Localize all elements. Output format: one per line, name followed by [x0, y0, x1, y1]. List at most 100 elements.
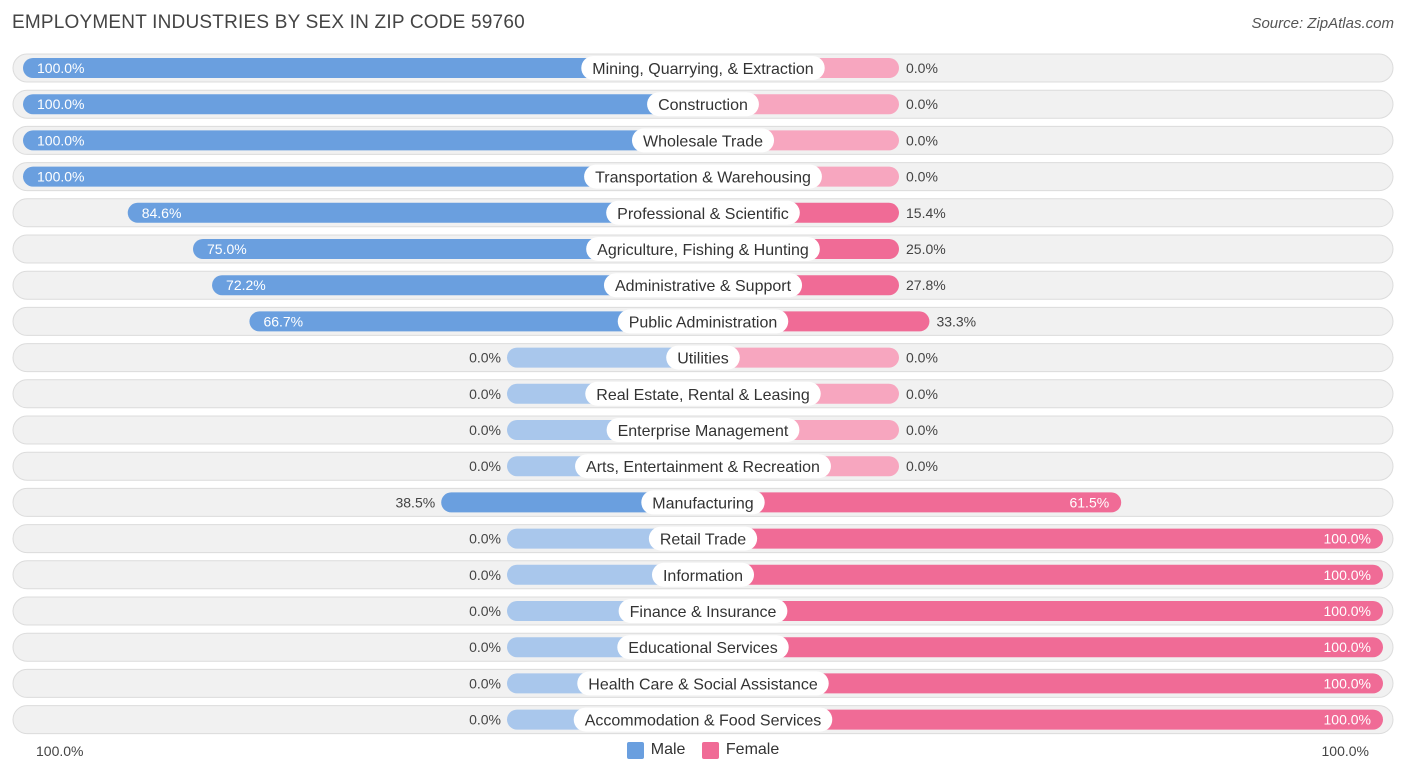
value-label-male: 0.0%: [469, 422, 501, 438]
category-pill: [575, 454, 831, 479]
legend-item-female[interactable]: Female: [701, 741, 779, 759]
axis-right-label: 100.0%: [1321, 743, 1369, 759]
value-label-male: 0.0%: [469, 567, 501, 583]
bar-male[interactable]: [127, 202, 704, 223]
category-pill: [603, 273, 803, 298]
chart-row[interactable]: 0.0% 100.0% Information: [12, 560, 1394, 590]
category-pill: [606, 418, 800, 442]
value-label-male: 72.2%: [226, 277, 266, 293]
bar-female[interactable]: [703, 347, 899, 368]
bar-female[interactable]: [703, 528, 1383, 549]
chart-row[interactable]: 84.6% 15.4% Professional & Scientific: [12, 198, 1394, 228]
value-label-male: 100.0%: [37, 96, 84, 112]
category-pill: [618, 599, 788, 623]
value-label-male: 0.0%: [469, 603, 501, 619]
bar-male[interactable]: [212, 275, 704, 296]
bar-female[interactable]: [703, 673, 1383, 694]
chart-row[interactable]: 100.0% 0.0% Transportation & Warehousing: [12, 162, 1394, 192]
category-pill: [573, 707, 833, 732]
chart-row[interactable]: 0.0% 100.0% Accommodation & Food Services: [12, 705, 1394, 735]
legend-swatch-male: [626, 741, 644, 759]
bar-male[interactable]: [23, 166, 703, 187]
category-label: Public Administration: [629, 314, 778, 331]
legend-item-male[interactable]: Male: [626, 741, 686, 759]
category-label: Enterprise Management: [618, 423, 789, 440]
chart-row[interactable]: 0.0% 0.0% Enterprise Management: [12, 415, 1394, 445]
bar-female[interactable]: [703, 709, 1383, 730]
chart-row[interactable]: 75.0% 25.0% Agriculture, Fishing & Hunting: [12, 234, 1394, 264]
chart-row[interactable]: 0.0% 0.0% Real Estate, Rental & Leasing: [12, 379, 1394, 409]
chart-title: EMPLOYMENT INDUSTRIES BY SEX IN ZIP CODE…: [12, 12, 525, 33]
value-label-female: 33.3%: [936, 313, 976, 329]
category-pill: [648, 526, 758, 551]
category-label: Agriculture, Fishing & Hunting: [597, 242, 809, 259]
value-label-male: 0.0%: [469, 531, 501, 547]
bar-female[interactable]: [703, 637, 1383, 658]
value-label-female: 0.0%: [906, 132, 938, 148]
bar-male[interactable]: [23, 130, 703, 151]
value-label-female: 0.0%: [906, 60, 938, 76]
category-label: Professional & Scientific: [617, 206, 789, 223]
category-label: Construction: [658, 97, 748, 114]
chart-row[interactable]: 0.0% 0.0% Arts, Entertainment & Recreation: [12, 451, 1394, 481]
bar-male[interactable]: [249, 311, 703, 332]
value-label-male: 100.0%: [37, 60, 84, 76]
category-pill: [586, 237, 820, 261]
bar-female[interactable]: [703, 564, 1383, 585]
category-label: Wholesale Trade: [643, 133, 763, 150]
value-label-male: 0.0%: [469, 639, 501, 655]
value-label-male: 0.0%: [469, 675, 501, 691]
category-label: Mining, Quarrying, & Extraction: [592, 61, 813, 78]
value-label-female: 0.0%: [906, 169, 938, 185]
chart-row[interactable]: 66.7% 33.3% Public Administration: [12, 306, 1394, 336]
value-label-female: 61.5%: [1069, 494, 1109, 510]
category-label: Manufacturing: [652, 495, 753, 512]
bar-male[interactable]: [193, 239, 703, 259]
category-pill: [641, 490, 765, 515]
category-pill: [631, 128, 775, 153]
bar-male[interactable]: [23, 94, 703, 115]
category-label: Health Care & Social Assistance: [588, 676, 818, 693]
chart-row[interactable]: 100.0% 0.0% Mining, Quarrying, & Extractio…: [12, 53, 1394, 83]
value-label-male: 0.0%: [469, 386, 501, 402]
chart-row[interactable]: 0.0% 0.0% Utilities: [12, 343, 1394, 373]
bar-male[interactable]: [441, 492, 703, 513]
category-pill: [581, 56, 825, 80]
bar-female[interactable]: [703, 492, 1122, 513]
category-label: Transportation & Warehousing: [595, 170, 811, 187]
value-label-male: 0.0%: [469, 458, 501, 474]
chart-row[interactable]: 0.0% 100.0% Educational Services: [12, 632, 1394, 662]
chart-row[interactable]: 100.0% 0.0% Wholesale Trade: [12, 125, 1394, 155]
chart-row[interactable]: 0.0% 100.0% Health Care & Social Assistanc…: [12, 668, 1394, 698]
category-pill: [617, 635, 789, 660]
chart-source: Source: ZipAtlas.com: [1251, 15, 1394, 32]
value-label-male: 66.7%: [263, 313, 303, 329]
bar-female[interactable]: [703, 601, 1383, 621]
value-label-female: 0.0%: [906, 350, 938, 366]
value-label-female: 100.0%: [1324, 567, 1371, 583]
category-pill: [617, 309, 789, 334]
legend-label-male: Male: [650, 741, 686, 758]
category-label: Finance & Insurance: [630, 604, 777, 621]
value-label-male: 75.0%: [207, 241, 247, 257]
category-pill: [666, 345, 740, 370]
category-label: Real Estate, Rental & Leasing: [596, 387, 809, 404]
chart-row[interactable]: 100.0% 0.0% Construction: [12, 89, 1394, 119]
value-label-male: 100.0%: [37, 132, 84, 148]
category-pill: [584, 164, 822, 189]
value-label-male: 84.6%: [142, 205, 182, 221]
value-label-female: 25.0%: [906, 241, 946, 257]
chart-row[interactable]: 38.5% 61.5% Manufacturing: [12, 487, 1394, 517]
bar-male[interactable]: [507, 347, 703, 368]
value-label-female: 0.0%: [906, 422, 938, 438]
category-label: Utilities: [677, 351, 729, 368]
value-label-female: 0.0%: [906, 386, 938, 402]
chart-row[interactable]: 0.0% 100.0% Retail Trade: [12, 524, 1394, 554]
category-label: Educational Services: [628, 640, 777, 657]
chart-row[interactable]: 0.0% 100.0% Finance & Insurance: [12, 596, 1394, 626]
bar-male[interactable]: [23, 58, 703, 78]
value-label-female: 100.0%: [1324, 639, 1371, 655]
category-pill: [606, 200, 800, 225]
value-label-female: 0.0%: [906, 96, 938, 112]
chart-row[interactable]: 72.2% 27.8% Administrative & Support: [12, 270, 1394, 300]
